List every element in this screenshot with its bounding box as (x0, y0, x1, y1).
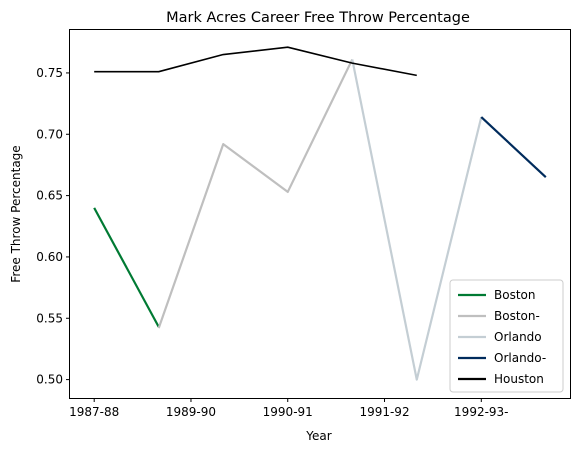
x-axis-label: Year (305, 429, 331, 443)
legend-box (449, 279, 564, 393)
x-tick-label: 1987-88 (69, 405, 119, 419)
y-tick-label: 0.55 (36, 311, 63, 325)
y-axis-label: Free Throw Percentage (9, 145, 23, 282)
legend-label-boston: Boston- (494, 309, 540, 323)
series-line-houston (94, 46, 417, 77)
x-tick-label: 1992-93- (454, 405, 508, 419)
y-tick-label: 0.75 (36, 66, 63, 80)
x-axis-ticks: 1987-88 1989-90 1990-91 1991-92 1992-93- (69, 398, 509, 419)
x-tick-label: 1991-92 (359, 405, 409, 419)
legend-label-orlando: Orlando (494, 330, 542, 344)
legend-label-houston: Houston (494, 372, 544, 386)
series-line-boston (93, 207, 160, 328)
y-tick-label: 0.65 (36, 189, 63, 203)
y-tick-label: 0.70 (36, 127, 63, 141)
x-tick-label: 1989-90 (166, 405, 216, 419)
y-axis-ticks: 0.50 0.55 0.60 0.65 0.70 0.75 (36, 66, 70, 387)
x-tick-label: 1990-91 (263, 405, 313, 419)
series-line-boston-2 (157, 58, 354, 329)
legend-label-orlando: Orlando- (494, 351, 546, 365)
y-tick-label: 0.60 (36, 250, 63, 264)
plot-frame (69, 29, 571, 399)
plot-lines (93, 46, 547, 381)
y-tick-label: 0.50 (36, 373, 63, 387)
series-line-orlando (351, 59, 483, 381)
legend-label-boston: Boston (494, 288, 535, 302)
series-line-orlando-2 (480, 116, 547, 179)
legend: Boston Boston- Orlando Orlando- Houston (449, 279, 564, 393)
chart-title: Mark Acres Career Free Throw Percentage (166, 10, 470, 26)
